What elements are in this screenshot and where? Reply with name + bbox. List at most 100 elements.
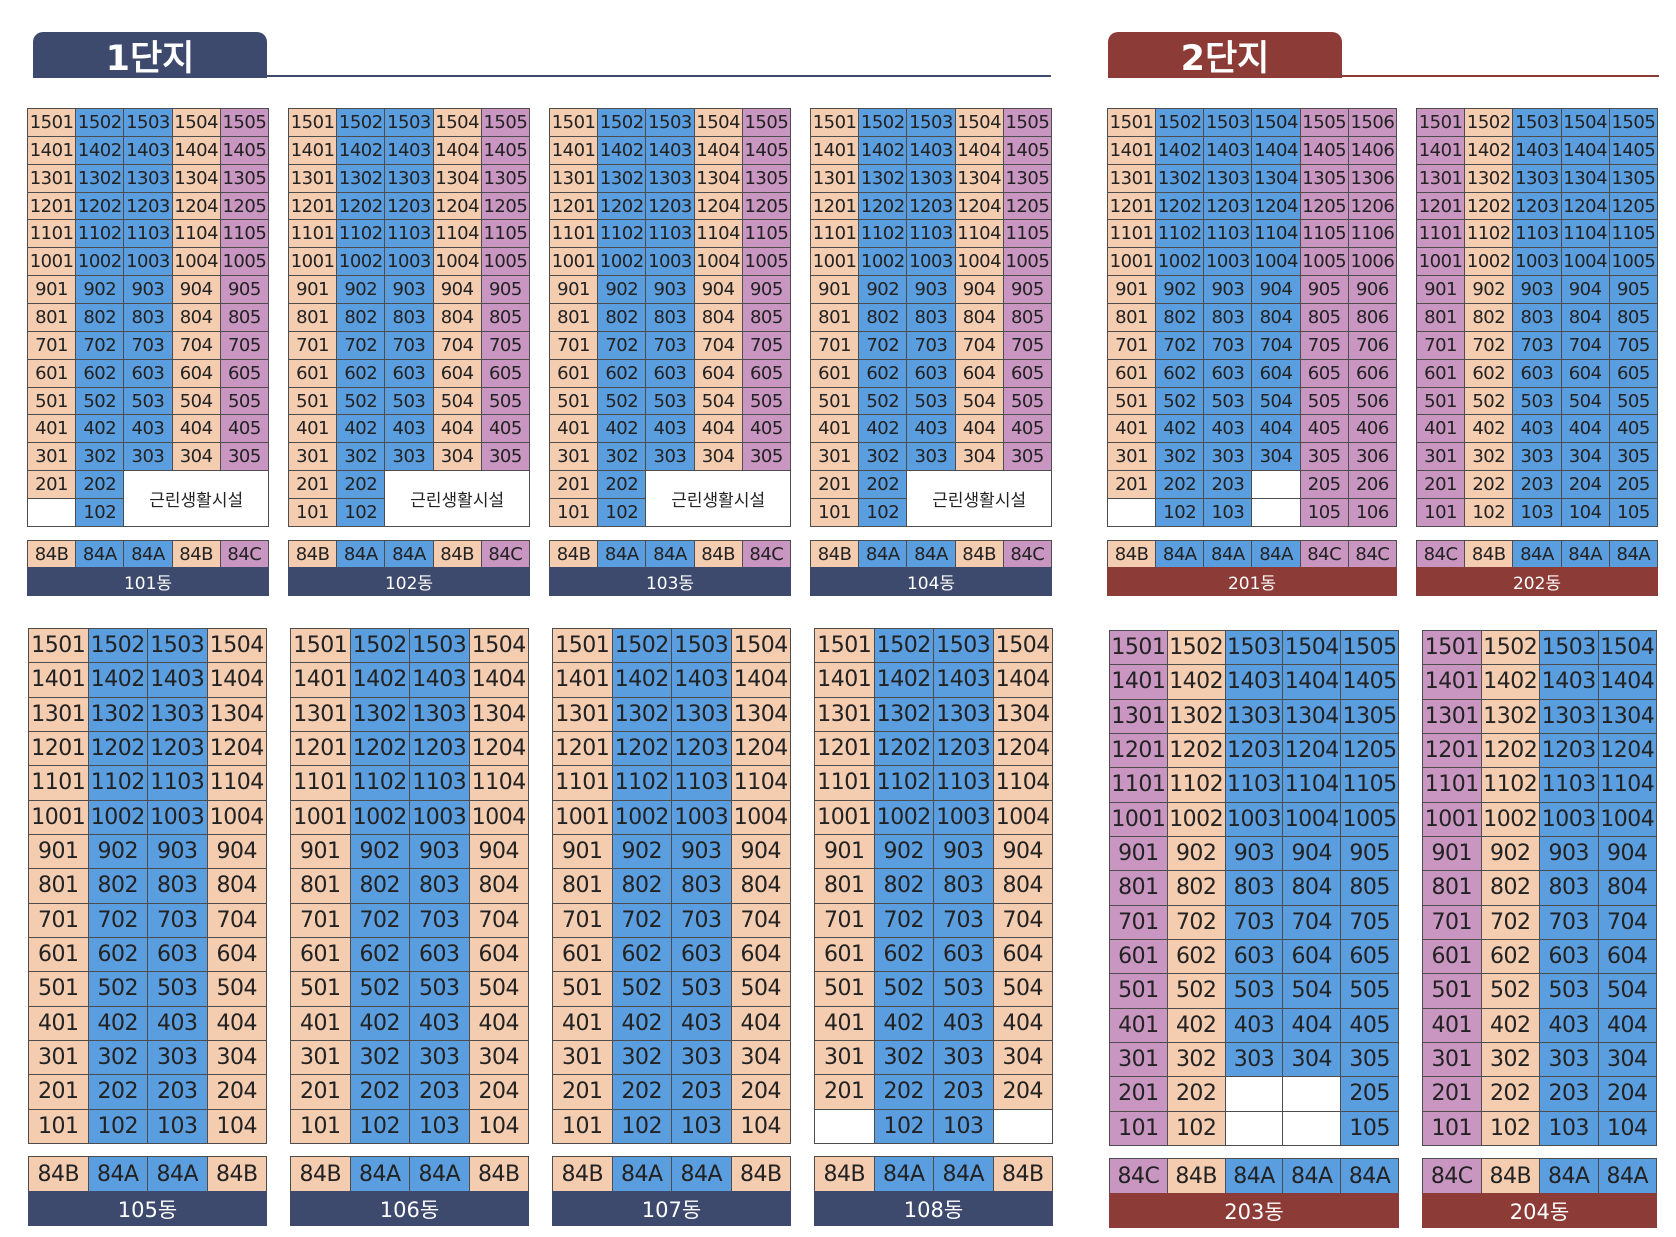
unit-cell: 102 <box>1166 1110 1226 1146</box>
unit-cell: 203 <box>1512 470 1562 500</box>
unit-cell: 603 <box>1512 358 1562 388</box>
floor-row: 1401 1402 1403 1404 1405 <box>26 135 270 165</box>
unit-cell: 804 <box>468 868 529 904</box>
unit-cell: 1003 <box>1539 801 1599 837</box>
floor-row: 1201 1202 1203 1204 1205 <box>548 191 792 221</box>
unit-cell: 505 <box>1340 973 1399 1009</box>
unit-cell: 305 <box>741 442 792 472</box>
unit-cell: 901 <box>1109 835 1168 872</box>
unit-cell: 604 <box>730 936 791 973</box>
floor-row: 601 602 603 604 <box>290 936 529 973</box>
unit-type-cell: 84B <box>954 540 1004 568</box>
unit-cell: 1301 <box>552 696 613 732</box>
unit-cell: 1501 <box>290 627 351 664</box>
unit-cell: 304 <box>1282 1041 1342 1078</box>
unit-cell: 605 <box>1340 938 1399 975</box>
unit-cell: 1502 <box>1480 629 1540 666</box>
unit-cell: 1503 <box>147 627 208 664</box>
unit-cell: 1505 <box>741 108 792 137</box>
floor-row: 1401 1402 1403 1404 <box>552 662 791 698</box>
empty-unit-cell <box>1282 1110 1342 1146</box>
unit-cell: 902 <box>873 833 934 870</box>
section-tab-complex-1: 1단지 <box>33 32 267 79</box>
unit-cell: 1502 <box>858 108 908 137</box>
unit-cell: 102 <box>597 498 647 527</box>
unit-cell: 603 <box>409 936 470 973</box>
floor-row: 1101 1102 1103 1104 1105 1106 <box>1106 219 1398 249</box>
unit-cell: 1105 <box>1608 219 1659 249</box>
unit-type-row: 84B 84A 84A 84B <box>28 1156 267 1192</box>
unit-cell: 904 <box>730 833 791 870</box>
unit-type-row: 84C 84B 84A 84A <box>1422 1158 1657 1194</box>
floor-row: 801 802 803 804 <box>290 868 529 904</box>
unit-cell: 1504 <box>1560 108 1610 137</box>
unit-cell: 402 <box>873 1005 934 1041</box>
unit-cell: 202 <box>1464 470 1514 500</box>
unit-cell: 1203 <box>1224 732 1284 769</box>
unit-type-cell: 84A <box>75 540 125 568</box>
unit-cell: 703 <box>409 902 470 938</box>
floor-row: 801 802 803 804 <box>28 868 267 904</box>
floor-row: 102 103 <box>814 1108 1053 1144</box>
floor-row: 1201 1202 1203 1204 <box>28 730 267 767</box>
unit-cell: 104 <box>1560 498 1610 527</box>
unit-cell: 403 <box>1539 1007 1599 1043</box>
unit-cell: 102 <box>336 498 386 527</box>
unit-cell: 803 <box>384 303 434 332</box>
unit-cell: 1003 <box>409 799 470 835</box>
unit-cell: 703 <box>1512 330 1562 360</box>
unit-cell: 105 <box>1299 498 1349 527</box>
unit-cell: 202 <box>336 470 386 500</box>
unit-type-cell: 84A <box>671 1156 732 1192</box>
unit-cell: 202 <box>597 470 647 500</box>
floor-row: 1001 1002 1003 1004 1005 <box>1109 801 1399 837</box>
unit-cell: 906 <box>1347 275 1398 305</box>
unit-cell: 1504 <box>693 108 743 137</box>
floor-row: 801 802 803 804 805 <box>548 303 792 332</box>
floor-row: 1001 1002 1003 1004 1005 <box>548 247 792 277</box>
unit-cell: 1104 <box>1597 767 1657 803</box>
unit-cell: 803 <box>1224 870 1284 906</box>
unit-cell: 102 <box>858 498 908 527</box>
unit-cell: 1302 <box>336 163 386 193</box>
unit-cell: 604 <box>432 358 482 388</box>
unit-cell: 503 <box>1512 386 1562 416</box>
unit-cell: 201 <box>290 1074 351 1110</box>
unit-cell: 403 <box>906 414 956 444</box>
unit-cell: 705 <box>219 330 270 360</box>
unit-cell: 1202 <box>87 730 148 767</box>
unit-cell: 301 <box>1422 1041 1482 1078</box>
unit-cell: 1501 <box>1415 108 1466 137</box>
unit-cell: 1101 <box>26 219 77 249</box>
floor-row: 1401 1402 1403 1404 1405 <box>809 135 1053 165</box>
unit-cell: 503 <box>906 386 956 416</box>
unit-cell: 1004 <box>1251 247 1301 277</box>
unit-cell: 304 <box>954 442 1004 472</box>
unit-type-cell: 84B <box>1166 1158 1226 1194</box>
floor-row: 201 202 근린생활시설 <box>287 470 530 527</box>
unit-cell: 201 <box>548 470 599 500</box>
unit-cell: 501 <box>1422 973 1482 1009</box>
unit-cell: 1404 <box>1282 664 1342 700</box>
unit-cell: 604 <box>206 936 267 973</box>
unit-cell: 1205 <box>1299 191 1349 221</box>
unit-type-cell: 84A <box>384 540 434 568</box>
unit-cell: 1204 <box>1282 732 1342 769</box>
floor-row: 401 402 403 404 405 <box>1109 1007 1399 1043</box>
floor-row: 601 602 603 604 605 <box>26 358 270 388</box>
unit-grid: 1501 1502 1503 1504 1505 1401 1402 1403 1404 1405… <box>1109 629 1399 1146</box>
unit-cell: 303 <box>645 442 695 472</box>
unit-cell: 804 <box>693 303 743 332</box>
unit-cell: 505 <box>480 386 531 416</box>
unit-cell: 1306 <box>1347 163 1398 193</box>
unit-cell: 505 <box>741 386 792 416</box>
floor-row: 1301 1302 1303 1304 1305 <box>1109 698 1399 734</box>
unit-cell: 701 <box>814 902 875 938</box>
unit-type-cell: 84C <box>741 540 792 568</box>
unit-cell: 1504 <box>468 627 529 664</box>
floor-row: 1401 1402 1403 1404 1405 <box>548 135 792 165</box>
unit-cell: 201 <box>1106 470 1157 500</box>
floor-row: 1501 1502 1503 1504 <box>28 627 267 664</box>
unit-cell: 404 <box>1282 1007 1342 1043</box>
unit-cell: 704 <box>693 330 743 360</box>
